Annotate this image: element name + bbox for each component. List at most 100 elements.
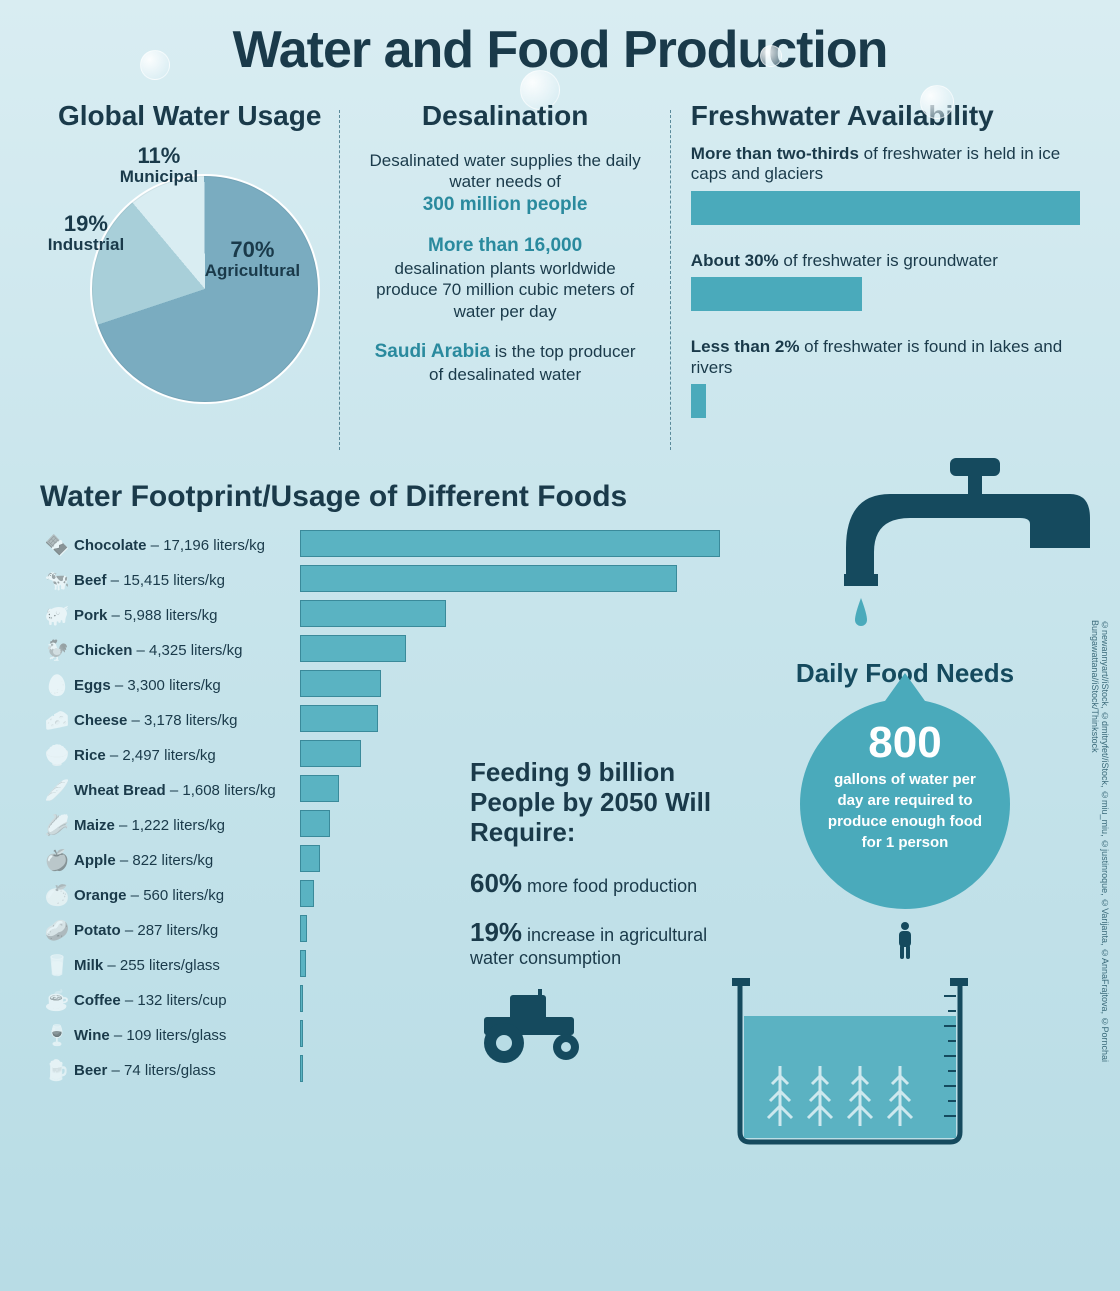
food-label: Chicken – 4,325 liters/kg [74,642,242,659]
footprint-bar [300,880,314,907]
footprint-bar [300,985,303,1012]
footprint-bar [300,845,320,872]
food-row: 🍎Apple – 822 liters/kg [40,843,300,878]
food-label: Apple – 822 liters/kg [74,852,213,869]
apple-icon: 🍎 [40,848,74,873]
food-label: Wheat Bread – 1,608 liters/kg [74,782,276,799]
daily-drop: 800 gallons of water per day are require… [800,699,1010,909]
footprint-bar [300,1055,303,1082]
footprint-bar [300,1020,303,1047]
daily-text: gallons of water per day are required to… [800,765,1010,857]
egg-icon: 🥚 [40,673,74,698]
cheese-icon: 🧀 [40,708,74,733]
food-label: Rice – 2,497 liters/kg [74,747,216,764]
avail-item: Less than 2% of freshwater is found in l… [691,337,1080,418]
coffee-icon: ☕ [40,988,74,1013]
image-credits: ©newannyart//iStock, ©dmitryfet//iStock,… [1090,620,1110,1180]
feeding-stat: 60% more food production [470,868,750,899]
footprint-bar [300,740,361,767]
bubble-decor [140,50,170,80]
usage-pie-chart: 11%Municipal 19%Industrial 70%Agricultur… [60,144,320,404]
person-icon [730,921,1080,966]
orange-icon: 🍊 [40,883,74,908]
food-label: Orange – 560 liters/kg [74,887,224,904]
feeding-block: Feeding 9 billion People by 2050 Will Re… [470,758,750,1072]
footprint-bar [300,565,677,592]
feeding-stat: 19% increase in agricultural water consu… [470,917,750,969]
section-availability: Freshwater Availability More than two-th… [671,100,1080,450]
food-row: 🍺Beer – 74 liters/glass [40,1053,300,1088]
tap-icon [830,448,1090,638]
food-row: 🥔Potato – 287 liters/kg [40,913,300,948]
pie-label-industrial: 19%Industrial [48,212,125,255]
food-label: Beef – 15,415 liters/kg [74,572,225,589]
potato-icon: 🥔 [40,918,74,943]
usage-title: Global Water Usage [40,100,339,132]
desal-title: Desalination [360,100,649,132]
section-daily-needs: Daily Food Needs 800 gallons of water pe… [730,528,1080,1151]
food-row: 🌽Maize – 1,222 liters/kg [40,808,300,843]
food-label: Coffee – 132 liters/cup [74,992,227,1009]
food-row: 🍫Chocolate – 17,196 liters/kg [40,528,300,563]
avail-item: More than two-thirds of freshwater is he… [691,144,1080,225]
footprint-bar [300,600,446,627]
water-drop-icon [855,598,867,626]
food-row: 🐖Pork – 5,988 liters/kg [40,598,300,633]
bread-icon: 🥖 [40,778,74,803]
choc-icon: 🍫 [40,533,74,558]
food-label: Maize – 1,222 liters/kg [74,817,225,834]
pie-label-agricultural: 70%Agricultural [205,238,300,281]
food-label: Beer – 74 liters/glass [74,1062,216,1079]
food-list: 🍫Chocolate – 17,196 liters/kg🐄Beef – 15,… [40,528,300,1151]
section-global-usage: Global Water Usage 11%Municipal 19%Indus… [40,100,339,450]
food-row: 🥛Milk – 255 liters/glass [40,948,300,983]
tractor-icon [470,987,610,1067]
pie-label-municipal: 11%Municipal [120,144,198,187]
avail-bar [691,384,707,418]
beer-icon: 🍺 [40,1058,74,1083]
food-label: Cheese – 3,178 liters/kg [74,712,237,729]
footprint-bars: Feeding 9 billion People by 2050 Will Re… [300,528,730,1151]
chicken-icon: 🐓 [40,638,74,663]
food-row: 🍷Wine – 109 liters/glass [40,1018,300,1053]
desal-item: Desalinated water supplies the daily wat… [368,150,641,216]
rice-icon: 🍚 [40,743,74,768]
milk-icon: 🥛 [40,953,74,978]
bubble-decor [920,85,954,119]
avail-bar [691,191,1080,225]
food-label: Eggs – 3,300 liters/kg [74,677,221,694]
section-desalination: Desalination Desalinated water supplies … [340,100,669,450]
bubble-decor [760,45,782,67]
food-row: ☕Coffee – 132 liters/cup [40,983,300,1018]
footprint-bar [300,530,720,557]
food-row: 🍊Orange – 560 liters/kg [40,878,300,913]
food-label: Pork – 5,988 liters/kg [74,607,217,624]
food-row: 🥖Wheat Bread – 1,608 liters/kg [40,773,300,808]
wine-icon: 🍷 [40,1023,74,1048]
footprint-bar [300,915,307,942]
footprint-bar [300,950,306,977]
maize-icon: 🌽 [40,813,74,838]
footprint-bar [300,775,339,802]
daily-number: 800 [800,721,1010,765]
feeding-title: Feeding 9 billion People by 2050 Will Re… [470,758,750,848]
avail-bar [691,277,862,311]
food-label: Chocolate – 17,196 liters/kg [74,537,265,554]
pig-icon: 🐖 [40,603,74,628]
desal-item: More than 16,000desalination plants worl… [368,234,641,322]
food-row: 🧀Cheese – 3,178 liters/kg [40,703,300,738]
food-row: 🐓Chicken – 4,325 liters/kg [40,633,300,668]
avail-title: Freshwater Availability [691,100,1080,132]
footprint-bar [300,810,330,837]
food-row: 🐄Beef – 15,415 liters/kg [40,563,300,598]
food-row: 🥚Eggs – 3,300 liters/kg [40,668,300,703]
food-label: Milk – 255 liters/glass [74,957,220,974]
cow-icon: 🐄 [40,568,74,593]
food-row: 🍚Rice – 2,497 liters/kg [40,738,300,773]
footprint-bar [300,705,378,732]
beaker-icon [730,976,970,1146]
avail-item: About 30% of freshwater is groundwater [691,251,1080,311]
footprint-bar [300,635,406,662]
desal-item: Saudi Arabia is the top producer of desa… [368,340,641,385]
food-label: Wine – 109 liters/glass [74,1027,226,1044]
